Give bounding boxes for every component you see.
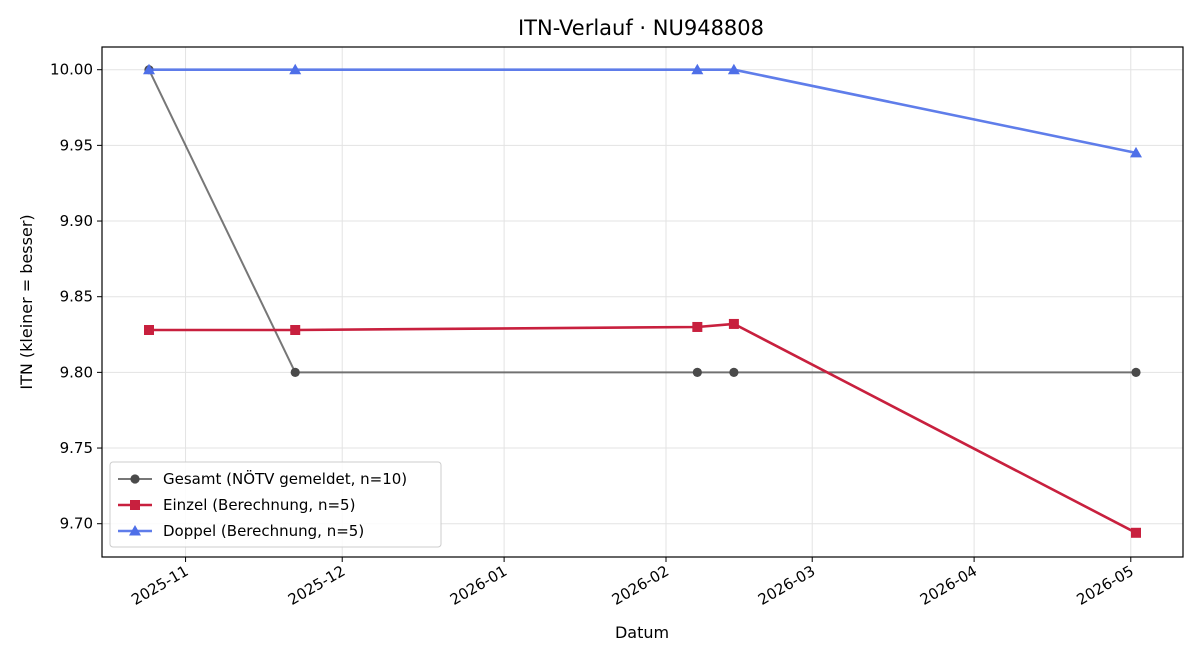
legend-box	[109, 461, 442, 548]
data-point-marker	[289, 63, 302, 75]
chart-title: ITN-Verlauf · NU948808	[518, 16, 764, 40]
series-2	[144, 318, 1141, 538]
x-tick-label: 2026-02	[609, 562, 672, 609]
data-point-marker	[144, 324, 154, 335]
legend-item: Einzel (Berechnung, n=5)	[118, 496, 355, 514]
data-point-marker	[692, 321, 703, 332]
series-layer	[143, 63, 1142, 538]
data-point-marker	[691, 63, 704, 75]
legend-swatch-marker	[130, 500, 140, 510]
data-point-marker	[727, 63, 740, 75]
data-point-marker	[1131, 367, 1141, 377]
x-tick-label: 2026-05	[1073, 562, 1136, 609]
data-point-marker	[692, 367, 702, 377]
data-point-marker	[728, 318, 739, 329]
y-tick-label: 9.70	[60, 515, 93, 533]
legend-item: Doppel (Berechnung, n=5)	[118, 522, 364, 540]
series-3	[143, 63, 1142, 158]
legend-label: Einzel (Berechnung, n=5)	[163, 496, 355, 514]
data-point-marker	[1131, 527, 1141, 538]
legend: Gesamt (NÖTV gemeldet, n=10) Einzel (Bere…	[109, 461, 442, 548]
x-tick-label: 2025-11	[128, 562, 191, 609]
y-tick-label: 9.80	[60, 363, 93, 381]
y-axis-title: ITN (kleiner = besser)	[17, 214, 36, 389]
x-tick-label: 2026-03	[755, 562, 818, 609]
series-line	[149, 68, 1137, 155]
x-tick-label: 2026-04	[917, 562, 980, 609]
plot-area-frame	[101, 46, 1184, 558]
data-point-marker	[290, 367, 300, 377]
y-tick-label: 9.85	[60, 288, 93, 306]
y-axis-ticks: 9.70 9.75 9.80 9.85 9.90 9.95 10.00	[50, 61, 102, 533]
legend-swatch-marker	[129, 525, 141, 536]
x-axis-ticks: 2025-11 2025-12 2026-01 2026-02 2026-03 2026-…	[128, 557, 1137, 609]
legend-swatch-marker	[130, 474, 140, 484]
data-point-marker	[290, 324, 301, 335]
y-tick-label: 9.75	[60, 439, 93, 457]
x-axis-title: Datum	[615, 623, 669, 642]
legend-item: Gesamt (NÖTV gemeldet, n=10)	[118, 469, 407, 488]
data-point-marker	[729, 367, 739, 377]
y-tick-label: 9.90	[60, 212, 93, 230]
x-tick-label: 2026-01	[447, 562, 510, 609]
data-point-marker	[1130, 146, 1142, 158]
data-point-marker	[143, 63, 155, 75]
y-tick-label: 9.95	[60, 136, 93, 154]
legend-label: Doppel (Berechnung, n=5)	[163, 522, 364, 540]
legend-label: Gesamt (NÖTV gemeldet, n=10)	[163, 469, 407, 488]
y-tick-label: 10.00	[50, 61, 93, 79]
x-tick-label: 2025-12	[285, 562, 348, 609]
